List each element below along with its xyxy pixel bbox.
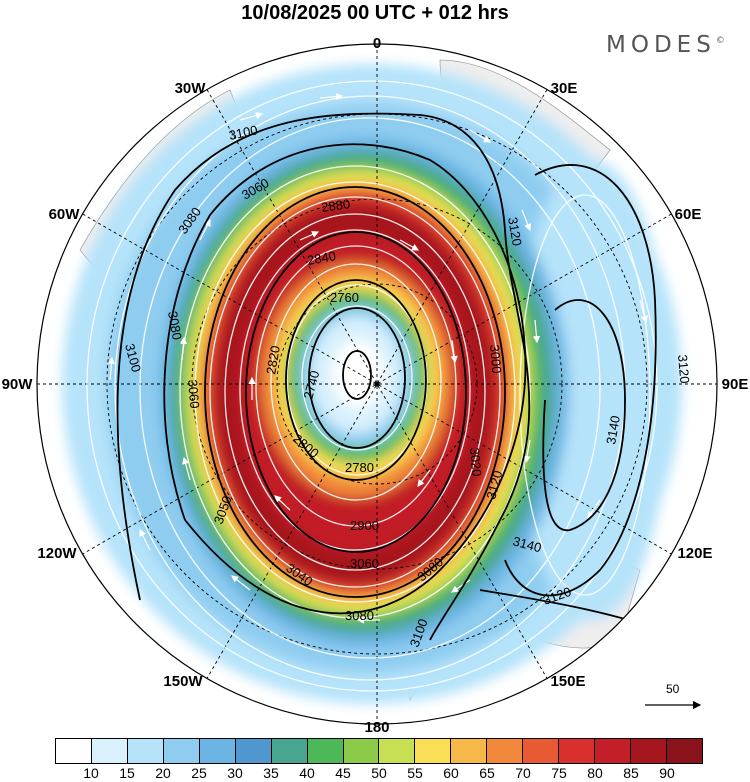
lon-label-150e: 150E bbox=[550, 673, 585, 690]
colorbar-swatch bbox=[56, 739, 92, 763]
colorbar-swatch bbox=[307, 739, 344, 763]
contour-label-inner-3000: 3000 bbox=[487, 344, 504, 374]
colorbar-label: 30 bbox=[227, 765, 243, 781]
lon-label-30w: 30W bbox=[175, 80, 207, 97]
lon-label-90w: 90W bbox=[2, 376, 34, 393]
contour-label-inner-2880: 2880 bbox=[320, 196, 351, 215]
colorbar-swatch bbox=[451, 739, 488, 763]
colorbar-label: 80 bbox=[587, 765, 603, 781]
pole-dot bbox=[374, 381, 380, 387]
lon-label-60e: 60E bbox=[675, 206, 702, 223]
brand-name: MODES bbox=[606, 32, 716, 58]
lon-label-30e: 30E bbox=[551, 80, 578, 97]
modes-logo: MODES© bbox=[606, 32, 725, 58]
contour-label-inner-2840: 2840 bbox=[306, 248, 337, 268]
colorbar-swatch bbox=[523, 739, 560, 763]
lon-label-180: 180 bbox=[364, 719, 389, 736]
lon-label-150w: 150W bbox=[163, 673, 203, 690]
lon-label-120w: 120W bbox=[37, 545, 77, 562]
colorbar-swatch bbox=[631, 739, 667, 763]
contour-label-outer-3060-s: 3060 bbox=[350, 556, 379, 571]
contour-label-inner-2740: 2740 bbox=[300, 369, 322, 401]
colorbar-swatch bbox=[415, 739, 452, 763]
contour-label-east-3140-se: 3140 bbox=[511, 533, 543, 555]
colorbar-label: 70 bbox=[515, 765, 531, 781]
colorbar-label: 85 bbox=[623, 765, 639, 781]
colorbar-label: 45 bbox=[335, 765, 351, 781]
colorbar-label: 90 bbox=[659, 765, 675, 781]
colorbar-labels: 10 15 20 25 30 35 40 45 50 55 60 65 70 75 80 85 90 bbox=[55, 765, 703, 781]
contour-label-inner-3020: 3020 bbox=[467, 447, 484, 477]
colorbar-swatch bbox=[235, 739, 272, 763]
contour-label-outer-3100-w: 3100 bbox=[122, 342, 144, 374]
colorbar-swatch bbox=[199, 739, 236, 763]
contour-label-east-3120-e: 3120 bbox=[675, 354, 692, 384]
wind-streamlines bbox=[86, 80, 658, 692]
contour-label-outer-3080-w: 3080 bbox=[165, 310, 185, 341]
streamline-arrows bbox=[107, 92, 648, 624]
colorbar-label: 10 bbox=[83, 765, 99, 781]
colorbar-label: 35 bbox=[263, 765, 279, 781]
colorbar-label: 55 bbox=[407, 765, 423, 781]
contour-label-east-3120-ne: 3120 bbox=[505, 216, 525, 247]
contour-label-outer-3080-s: 3080 bbox=[345, 608, 374, 623]
map-title: 10/08/2025 00 UTC + 012 hrs bbox=[241, 2, 509, 24]
colorbar-label: 20 bbox=[155, 765, 171, 781]
reference-vector-label: 50 bbox=[666, 682, 680, 696]
colorbar-label: 50 bbox=[371, 765, 387, 781]
colorbar-label: 40 bbox=[299, 765, 315, 781]
colorbar-swatch bbox=[343, 739, 380, 763]
colorbar-swatch bbox=[595, 739, 631, 763]
lon-label-60w: 60W bbox=[49, 206, 81, 223]
lon-label-0: 0 bbox=[373, 35, 381, 52]
map-boundary bbox=[36, 43, 718, 725]
colorbar-swatch bbox=[487, 739, 524, 763]
contour-label-inner-2900: 2900 bbox=[350, 518, 379, 533]
contour-label-east-3140-e: 3140 bbox=[603, 414, 623, 445]
wind-shading bbox=[62, 64, 682, 704]
graticule bbox=[37, 44, 717, 724]
lon-label-120e: 120E bbox=[677, 545, 712, 562]
contour-label-inner-2820: 2820 bbox=[263, 344, 283, 375]
contour-label-inner-2780: 2780 bbox=[345, 460, 374, 475]
colorbar-label: 65 bbox=[479, 765, 495, 781]
colorbar-label: 60 bbox=[443, 765, 459, 781]
colorbar-label: 75 bbox=[551, 765, 567, 781]
colorbar-swatch bbox=[271, 739, 308, 763]
colorbar-swatch bbox=[379, 739, 416, 763]
colorbar-swatch bbox=[91, 739, 128, 763]
copyright-mark: © bbox=[715, 36, 725, 46]
colorbar-swatch bbox=[127, 739, 164, 763]
colorbar-label: 25 bbox=[191, 765, 207, 781]
colorbar-swatch bbox=[666, 739, 702, 763]
colorbar-swatch bbox=[559, 739, 596, 763]
colorbar-label: 15 bbox=[119, 765, 135, 781]
colorbar-swatch bbox=[163, 739, 200, 763]
contour-label-inner-2760: 2760 bbox=[330, 290, 359, 305]
colorbar bbox=[55, 738, 703, 764]
contour-label-east-3120-mid: 3120 bbox=[483, 469, 505, 501]
longitude-labels: 0 30E 60E 90E 120E 150E 180 150W 120W 90… bbox=[2, 35, 749, 736]
lon-label-90e: 90E bbox=[722, 376, 749, 393]
contour-label-outer-3100-nw: 3100 bbox=[228, 122, 259, 143]
contour-label-outer-3060-w: 3060 bbox=[185, 379, 202, 409]
